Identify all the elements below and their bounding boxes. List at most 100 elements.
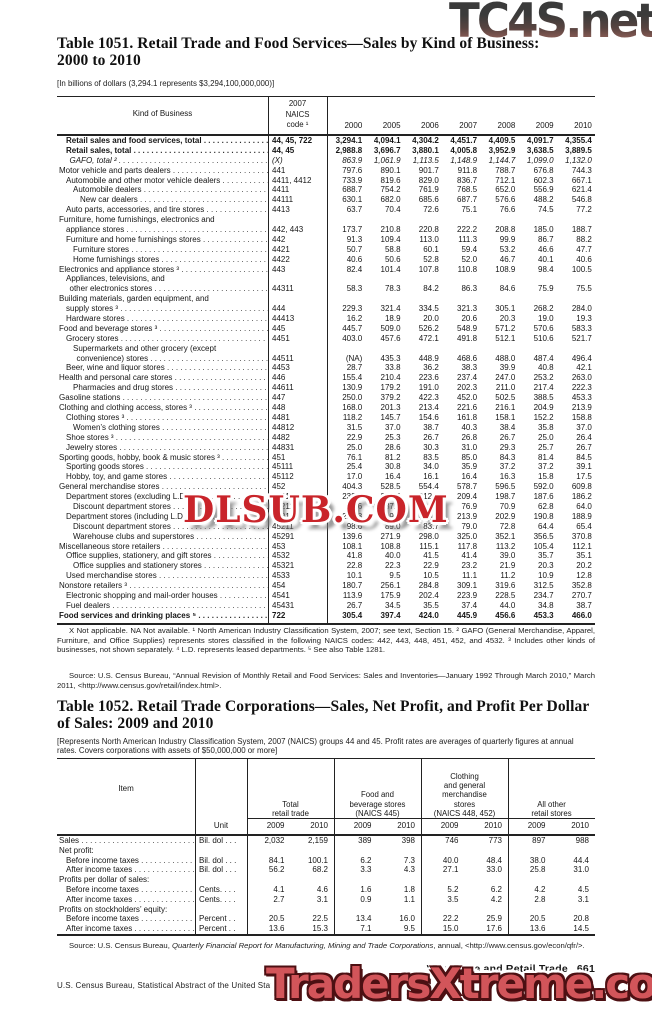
- value-cell: 145.7: [380, 412, 401, 422]
- value-cell: 256.1: [380, 581, 401, 591]
- value-cell: 113.9: [342, 590, 363, 600]
- naics-code-cell: 722: [272, 610, 286, 620]
- value-cell: 12.8: [576, 571, 592, 581]
- value-cell: 397.4: [380, 610, 401, 620]
- value-cell: 26.7: [499, 432, 516, 442]
- value-cell: 829.0: [418, 175, 439, 185]
- watermark-tc4s: TC4S.net: [449, 0, 652, 49]
- year-header-cell: 2000: [344, 121, 363, 130]
- value-cell: 179.2: [380, 383, 401, 393]
- value-cell: 40.0: [442, 855, 459, 865]
- value-cell: 50.6: [384, 254, 401, 264]
- value-cell: 3,696.7: [373, 145, 401, 155]
- value-cell: 487.4: [533, 353, 554, 363]
- year-header-cell: 2006: [421, 121, 439, 130]
- value-cell: 11.1: [462, 571, 478, 581]
- rule: [57, 133, 595, 136]
- value-cell: 16.3: [499, 472, 516, 482]
- value-cell: 39.0: [499, 551, 516, 561]
- value-cell: 435.3: [380, 353, 401, 363]
- value-cell: 89.0: [384, 521, 401, 531]
- value-cell: 16.0: [399, 914, 415, 924]
- value-cell: 819.6: [380, 175, 401, 185]
- table-row: Sales Bil. dol . . . 2,032 2,159 389 398 746 77…: [57, 836, 595, 846]
- value-cell: 180.7: [342, 581, 363, 591]
- value-cell: 10.9: [538, 571, 554, 581]
- value-cell: 445.9: [457, 610, 478, 620]
- value-cell: 100.5: [571, 264, 592, 274]
- row-label: Warehouse clubs and superstores: [57, 532, 268, 542]
- value-cell: 115.1: [419, 541, 439, 551]
- column-header-unit: Unit: [213, 821, 229, 830]
- value-cell: (NA): [345, 353, 363, 363]
- rule: [247, 758, 248, 936]
- value-cell: 16.4: [384, 472, 401, 482]
- row-label: After income taxes: [57, 865, 195, 875]
- naics-code-cell: 442, 443: [272, 225, 304, 235]
- table-row: Automobile dealers 4411 688.7 754.2 761.9 768…: [57, 185, 595, 195]
- row-label: appliance stores: [57, 225, 268, 235]
- value-cell: 78.3: [384, 284, 401, 294]
- table-row: Electronic shopping and mail-order house…: [57, 591, 595, 601]
- table-row: Motor vehicle and parts dealers 441 797.6 8…: [57, 166, 595, 176]
- value-cell: 521.7: [571, 333, 592, 343]
- value-cell: 712.1: [495, 175, 516, 185]
- section-name: Wholesale and Retail Trade: [426, 963, 568, 975]
- value-cell: 988: [575, 836, 589, 845]
- value-cell: 220.8: [418, 225, 439, 235]
- rule: [327, 96, 328, 625]
- value-cell: 56.2: [268, 865, 285, 875]
- naics-code-cell: 44812: [272, 422, 295, 432]
- value-cell: 81.8: [423, 501, 439, 511]
- value-cell: 472.1: [418, 333, 439, 343]
- value-cell: 890.1: [380, 165, 401, 175]
- row-label: Before income taxes: [57, 914, 195, 924]
- value-cell: 38.7: [576, 600, 592, 610]
- year-header-cell: 2010: [574, 121, 592, 130]
- table-row: Profits on stockholders’ equity:: [57, 905, 595, 915]
- value-cell: 22.5: [312, 914, 328, 924]
- value-cell: 456.6: [495, 610, 516, 620]
- table-1051-title-line1: Table 1051. Retail Trade and Food Servic…: [57, 35, 540, 52]
- naics-code-cell: 444: [272, 304, 286, 314]
- table-row: Department stores (excluding L.D.) ⁴ 4521…: [57, 492, 595, 502]
- row-label: supply stores ³: [57, 304, 268, 314]
- value-cell: 14.5: [573, 924, 589, 934]
- naics-code-cell: 4411: [272, 185, 290, 195]
- column-header-kind-of-business: Kind of Business: [132, 109, 193, 118]
- rule: [57, 834, 595, 836]
- value-cell: 204.9: [533, 403, 554, 413]
- rule: [268, 96, 269, 625]
- rule: [508, 758, 509, 936]
- value-cell: 602.3: [533, 175, 554, 185]
- value-cell: 81.2: [384, 452, 401, 462]
- value-cell: 526.2: [418, 323, 439, 333]
- row-label: Furniture stores: [57, 245, 268, 255]
- value-cell: 268.2: [533, 304, 554, 314]
- value-cell: 26.7: [423, 432, 439, 442]
- row-label: Used merchandise stores: [57, 571, 268, 581]
- unit-cell: Cents. . . .: [199, 894, 236, 904]
- table-row: Fuel dealers 45431 26.7 34.5 35.5 37.4 44.0 34.…: [57, 601, 595, 611]
- table-1052: Item Unit Total retail trade Food and bever…: [57, 758, 595, 936]
- value-cell: 68.2: [312, 865, 328, 875]
- row-label: Before income taxes: [57, 856, 195, 866]
- value-cell: 222.2: [457, 225, 478, 235]
- value-cell: 7.1: [360, 924, 372, 934]
- table-row: Clothing stores ³ 4481 118.2 145.7 154.6 161.…: [57, 413, 595, 423]
- footnote-text: X Not applicable. NA Not available. ¹ No…: [57, 626, 595, 655]
- column-group-header: Total retail trade: [247, 800, 334, 818]
- value-cell: 746: [445, 836, 459, 845]
- value-cell: 37.2: [538, 462, 554, 472]
- value-cell: 17.5: [576, 472, 592, 482]
- value-cell: 488.2: [533, 195, 554, 205]
- value-cell: 4,304.2: [412, 136, 439, 145]
- source-text: , annual, <http://www.census.gov/econ/qf…: [433, 941, 585, 950]
- value-cell: 13.6: [529, 924, 546, 934]
- value-cell: 25.4: [346, 462, 363, 472]
- value-cell: 25.0: [538, 432, 554, 442]
- table-row: Discount department stores 45211 98.6 89.0 8…: [57, 522, 595, 532]
- value-cell: 403.0: [342, 333, 363, 343]
- value-cell: 70.4: [384, 205, 401, 215]
